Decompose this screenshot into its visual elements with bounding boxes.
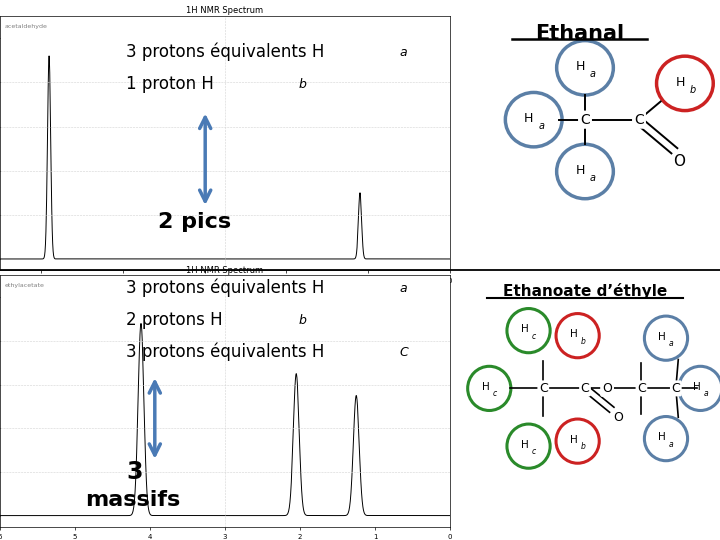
Text: H: H (570, 435, 578, 445)
Text: 2 pics: 2 pics (158, 212, 232, 232)
Text: H: H (521, 325, 528, 334)
Text: acetaldehyde: acetaldehyde (4, 24, 48, 29)
Text: H: H (659, 332, 666, 342)
Text: a: a (590, 173, 595, 183)
Text: 3 protons équivalents H: 3 protons équivalents H (126, 278, 325, 296)
Text: c: c (532, 332, 536, 341)
Text: 3 protons équivalents H: 3 protons équivalents H (126, 42, 325, 60)
Text: b: b (689, 85, 696, 95)
Text: H: H (482, 382, 490, 392)
Text: H: H (575, 60, 585, 73)
Text: C: C (580, 382, 590, 395)
Text: a: a (590, 69, 595, 79)
Text: b: b (299, 314, 307, 327)
Text: Ethanoate d’éthyle: Ethanoate d’éthyle (503, 283, 667, 299)
Text: a: a (669, 339, 674, 348)
Text: O: O (673, 154, 685, 168)
Title: 1H NMR Spectrum: 1H NMR Spectrum (186, 6, 264, 16)
Text: C: C (539, 382, 548, 395)
Text: O: O (602, 382, 612, 395)
Text: c: c (492, 389, 497, 399)
Text: O: O (613, 411, 623, 424)
Text: H: H (524, 112, 534, 125)
Text: C: C (580, 113, 590, 127)
Title: 1H NMR Spectrum: 1H NMR Spectrum (186, 266, 264, 275)
Text: H: H (675, 76, 685, 89)
Text: C: C (637, 382, 646, 395)
Text: H: H (570, 329, 578, 340)
Text: a: a (400, 45, 408, 59)
Text: H: H (693, 382, 701, 392)
Text: H: H (659, 433, 666, 442)
Text: 1 proton H: 1 proton H (126, 75, 214, 93)
Text: ethylacetate: ethylacetate (4, 283, 45, 288)
Text: b: b (580, 336, 585, 346)
Text: C: C (400, 346, 408, 360)
Text: H: H (575, 164, 585, 177)
Text: 3: 3 (126, 460, 143, 484)
Text: a: a (703, 389, 708, 399)
Text: b: b (299, 78, 307, 91)
Text: a: a (539, 121, 544, 131)
Text: a: a (669, 440, 674, 449)
Text: C: C (672, 382, 680, 395)
Text: massifs: massifs (85, 490, 180, 510)
Text: 3 protons équivalents H: 3 protons équivalents H (126, 343, 325, 361)
Text: c: c (532, 447, 536, 456)
Text: 2 protons H: 2 protons H (126, 310, 222, 329)
Text: a: a (400, 281, 408, 295)
Text: C: C (634, 113, 644, 127)
Text: H: H (521, 440, 528, 450)
Text: Ethanal: Ethanal (535, 24, 624, 44)
Text: b: b (580, 442, 585, 451)
